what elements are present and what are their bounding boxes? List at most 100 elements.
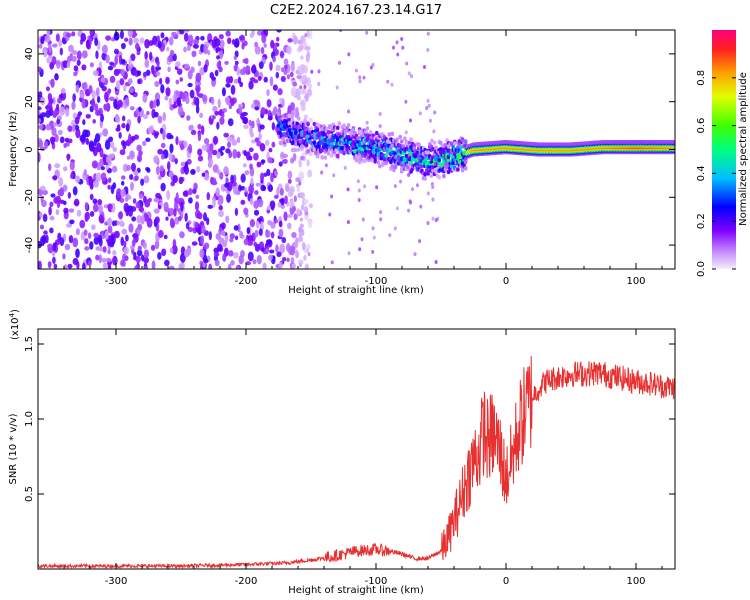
heatmap-cell [191,241,198,246]
heatmap-cell [266,239,272,245]
heatmap-cell [69,219,75,225]
heatmap-cell [369,65,373,70]
heatmap-cell [249,163,253,170]
heatmap-cell [120,188,126,198]
heatmap-cell [94,37,99,46]
heatmap-cell [130,162,137,172]
heatmap-cell [212,198,216,208]
heatmap-cell [426,150,431,155]
colorbar-tick-label: 0.6 [696,118,707,134]
heatmap-cell [304,33,308,38]
heatmap-cell [266,89,270,97]
heatmap-cell [136,215,143,224]
heatmap-cell [144,51,148,60]
heatmap-cell [245,65,251,76]
heatmap-cell [218,210,224,218]
heatmap-cell [188,197,193,204]
heatmap-cell [390,131,395,137]
heatmap-cell [52,175,58,181]
heatmap-cell [251,120,255,129]
heatmap-cell [262,262,267,269]
heatmap-cell [212,135,219,145]
heatmap-cell [216,169,221,175]
heatmap-cell [198,212,203,220]
heatmap-cell [286,73,291,80]
heatmap-cell [99,246,104,252]
heatmap-cell [156,60,160,67]
heatmap-cell [248,119,252,127]
heatmap-cell [463,159,468,165]
heatmap-cell [182,93,186,102]
heatmap-cell [135,43,140,50]
heatmap-cell [408,199,412,204]
heatmap-cell [176,97,182,106]
heatmap-cell [263,43,267,48]
heatmap-cell [115,80,121,90]
snr-y-scale-suffix: ) [10,309,21,313]
heatmap-cell [301,156,305,161]
heatmap-cell [237,223,241,233]
heatmap-cell [296,208,301,216]
heatmap-cell [293,213,298,221]
heatmap-cell [323,155,328,160]
heatmap-cell [272,55,276,63]
heatmap-cell [178,263,183,269]
heatmap-cell [201,94,208,103]
heatmap-cell [137,78,141,84]
heatmap-cell [119,197,125,203]
heatmap-cell [407,140,412,146]
heatmap-cell [300,144,304,149]
heatmap-cell [286,257,290,263]
heatmap-cell [358,79,362,84]
heatmap-cell [432,140,437,145]
heatmap-cell [253,209,260,216]
heatmap-cell [379,217,383,222]
heatmap-cell [88,175,92,186]
heatmap-cell [244,57,249,65]
heatmap-cell [159,165,164,172]
heatmap-cell [264,108,268,115]
heatmap-cell [52,256,56,264]
heatmap-cell [193,96,197,105]
heatmap-cell [310,69,314,74]
heatmap-cell [89,62,94,68]
heatmap-cell [299,217,303,222]
heatmap-cell [396,52,400,57]
heatmap-cell [201,172,206,177]
heatmap-cell [107,225,113,234]
heatmap-cell [340,145,345,151]
heatmap-cell [216,55,220,60]
heatmap-cell [171,31,178,38]
heatmap-cell [276,251,282,258]
heatmap-cell [230,260,235,266]
heatmap-cell [337,60,341,65]
heatmap-cell [303,84,307,89]
heatmap-cell [241,42,245,50]
heatmap-cell [167,55,173,62]
heatmap-cell [59,237,65,247]
heatmap-cell [272,84,278,91]
heatmap-cell [265,139,270,147]
heatmap-cell [153,197,160,203]
heatmap-cell [40,96,46,106]
heatmap-cell [193,43,199,49]
heatmap-cell [371,249,375,254]
snr-y-scale-multiplier: (x104) [8,309,21,340]
heatmap-cell [50,78,55,88]
heatmap-cell [148,197,152,203]
heatmap-cell [180,111,186,116]
heatmap-cell [401,160,406,165]
heatmap-cell [237,106,243,116]
heatmap-cell [63,207,69,214]
heatmap-cell [93,236,100,245]
heatmap-cell [175,61,181,68]
heatmap-cell [55,103,60,111]
heatmap-cell [165,216,169,221]
heatmap-cell [265,248,270,253]
heatmap-cell [254,229,259,238]
heatmap-cell [451,160,456,166]
heatmap-cell [230,98,235,107]
heatmap-cell [169,217,174,226]
heatmap-cell [68,44,74,53]
heatmap-cell [89,193,94,201]
